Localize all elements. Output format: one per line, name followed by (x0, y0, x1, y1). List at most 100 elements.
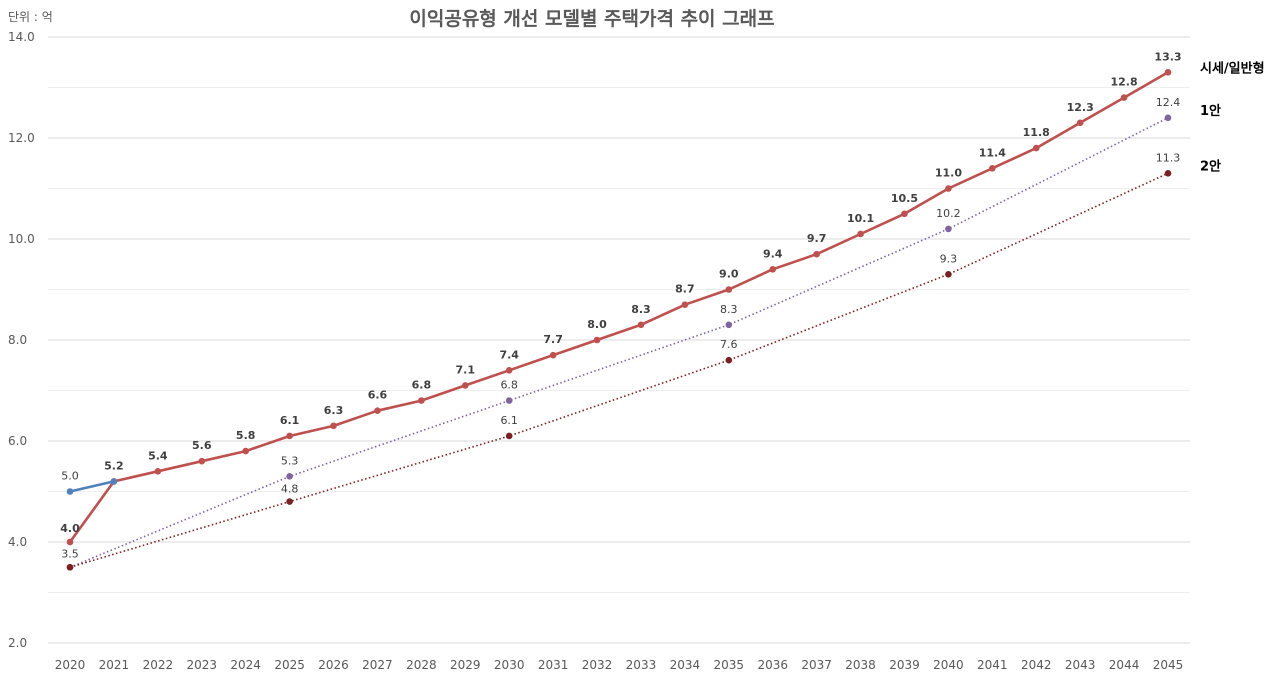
data-point (154, 468, 162, 475)
data-label: 6.6 (368, 389, 388, 402)
data-point (66, 488, 74, 495)
series-layer (66, 69, 1172, 571)
y-axis-ticks: 2.0 4.0 6.0 8.0 10.0 12.0 14.0 (8, 30, 35, 650)
chart-title: 이익공유형 개선 모델별 주택가격 추이 그래프 (409, 8, 774, 30)
y-tick-label: 10.0 (8, 232, 35, 246)
data-point (374, 407, 381, 415)
data-point (989, 165, 996, 172)
x-tick-label: 2024 (230, 658, 261, 672)
data-point (1032, 144, 1040, 152)
x-tick-label: 2031 (538, 658, 569, 672)
data-label: 7.4 (499, 348, 519, 361)
data-label: 9.4 (763, 247, 783, 260)
x-tick-label: 2039 (889, 658, 920, 672)
x-tick-label: 2037 (801, 658, 832, 672)
x-tick-label: 2045 (1153, 658, 1184, 672)
data-point (330, 422, 337, 430)
x-tick-label: 2021 (99, 658, 130, 672)
data-point (505, 367, 513, 374)
y-tick-label: 14.0 (8, 30, 35, 44)
series-line (69, 480, 115, 493)
data-point (725, 321, 733, 329)
x-axis-ticks: 2020 2021 2022 2023 2024 2025 2026 2027 2028 2029… (55, 658, 1184, 672)
data-label: 6.1 (280, 414, 300, 427)
data-label: 8.7 (675, 283, 695, 296)
data-label: 10.5 (891, 192, 918, 205)
data-label: 10.2 (936, 207, 961, 220)
gridlines (48, 36, 1190, 644)
data-point (769, 266, 777, 273)
data-label: 13.3 (1154, 50, 1181, 63)
data-point (593, 336, 601, 344)
series-line (68, 71, 1169, 543)
series-line (69, 117, 1169, 569)
data-point (242, 447, 249, 455)
data-label: 9.3 (940, 252, 958, 265)
data-label: 12.3 (1067, 101, 1094, 114)
data-point (1120, 94, 1128, 101)
data-label: 9.7 (807, 232, 827, 245)
x-tick-label: 2033 (626, 658, 657, 672)
data-label: 6.8 (500, 379, 518, 392)
data-label: 8.3 (720, 303, 738, 316)
data-point (857, 230, 864, 238)
data-point (418, 397, 425, 404)
data-point (1076, 119, 1084, 127)
data-point (681, 301, 689, 308)
x-tick-label: 2043 (1065, 658, 1096, 672)
data-label: 11.8 (1023, 126, 1050, 139)
data-label: 7.1 (456, 363, 476, 376)
x-tick-label: 2028 (406, 658, 437, 672)
data-label: 5.4 (148, 449, 168, 462)
x-tick-label: 2042 (1021, 658, 1052, 672)
x-tick-label: 2025 (274, 658, 305, 672)
data-label: 7.7 (543, 333, 563, 346)
data-label: 8.3 (631, 303, 651, 316)
x-tick-label: 2027 (362, 658, 393, 672)
data-point (110, 478, 118, 485)
data-point (1164, 69, 1172, 76)
y-tick-label: 6.0 (8, 434, 27, 448)
data-point (461, 382, 469, 389)
data-label: 11.0 (935, 167, 962, 180)
y-tick-label: 12.0 (8, 131, 35, 145)
data-point (945, 225, 952, 233)
data-label: 8.0 (587, 318, 607, 331)
y-tick-label: 4.0 (8, 535, 27, 549)
data-label: 5.8 (236, 429, 256, 442)
x-tick-label: 2035 (714, 658, 745, 672)
data-label: 5.0 (61, 470, 79, 483)
data-point (945, 185, 952, 192)
data-label: 4.0 (60, 522, 80, 535)
data-point (945, 271, 952, 278)
data-label: 7.6 (720, 338, 738, 351)
data-point (505, 397, 513, 404)
y-tick-label: 2.0 (8, 636, 27, 650)
data-point (901, 210, 908, 218)
data-label: 6.1 (500, 414, 518, 427)
x-tick-label: 2036 (757, 658, 788, 672)
data-point (198, 457, 206, 465)
data-point (66, 538, 74, 546)
x-tick-label: 2041 (977, 658, 1008, 672)
x-tick-label: 2029 (450, 658, 481, 672)
data-label: 6.3 (324, 404, 344, 417)
unit-label: 단위 : 억 (8, 10, 53, 24)
data-point (1164, 114, 1172, 122)
data-label: 12.8 (1111, 76, 1138, 89)
data-label: 10.1 (847, 212, 874, 225)
data-point (286, 432, 293, 440)
x-tick-label: 2038 (845, 658, 876, 672)
x-tick-label: 2034 (670, 658, 701, 672)
x-tick-label: 2020 (55, 658, 86, 672)
data-point (725, 286, 733, 293)
data-label: 11.4 (979, 146, 1006, 159)
data-point (725, 356, 733, 364)
data-label: 9.0 (719, 268, 739, 281)
data-label: 5.3 (281, 454, 299, 467)
series-name-label: 시세/일반형 (1200, 60, 1265, 76)
x-tick-label: 2032 (582, 658, 613, 672)
data-point (505, 432, 513, 440)
x-tick-label: 2040 (933, 658, 964, 672)
